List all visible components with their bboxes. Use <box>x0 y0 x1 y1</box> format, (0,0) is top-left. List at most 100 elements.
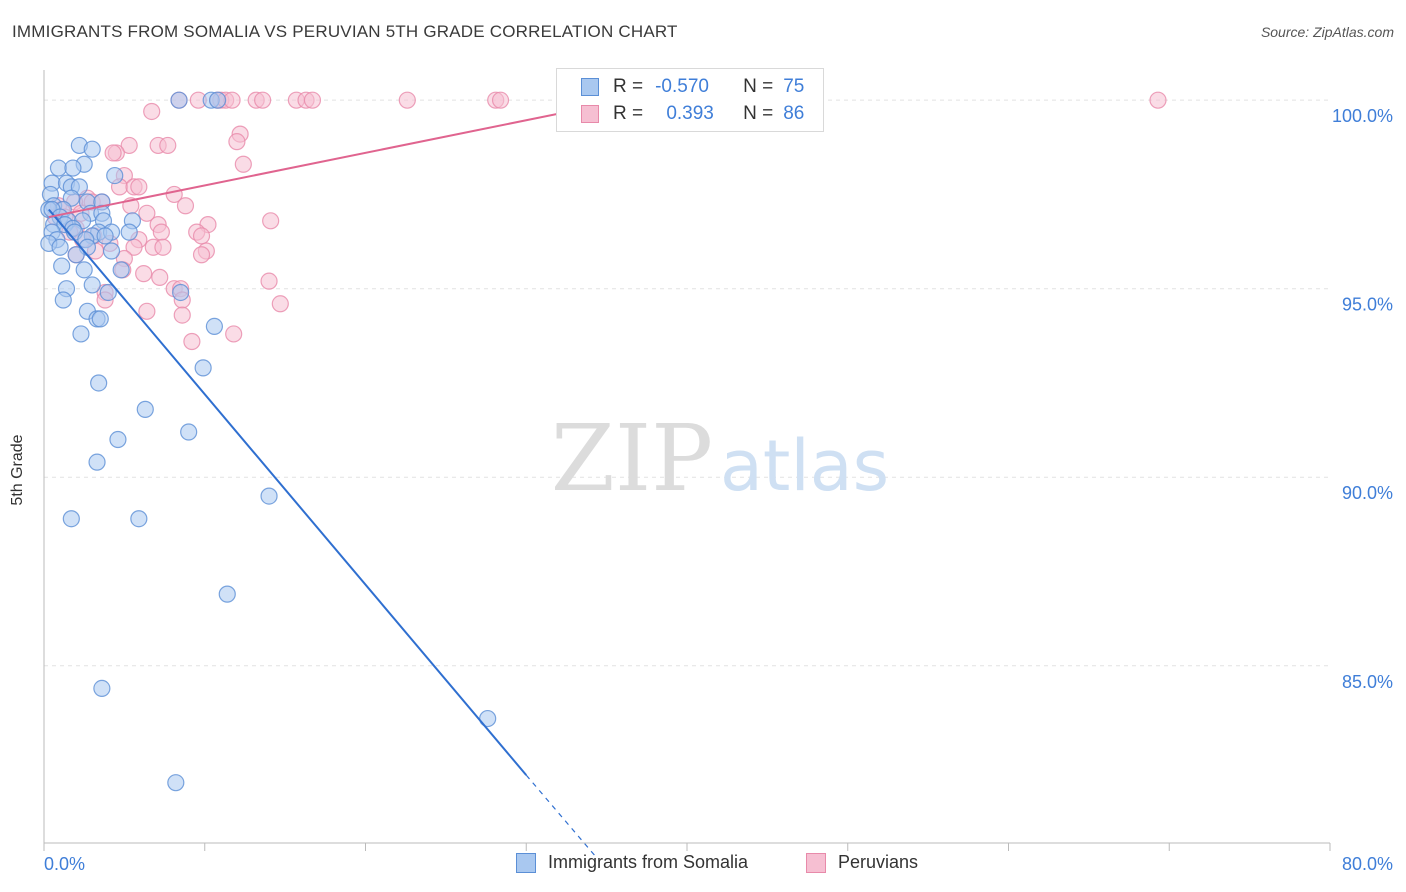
peruvians-point <box>192 227 211 245</box>
peruvians-point <box>223 91 241 109</box>
somalia-point <box>209 91 227 109</box>
legend-r-value: -0.570 <box>655 76 709 97</box>
peruvians-point <box>234 155 252 173</box>
somalia-point <box>53 257 71 275</box>
source-note: Source: ZipAtlas.com <box>1260 24 1394 40</box>
peruvians-point <box>254 91 272 109</box>
legend-n-label: N = <box>743 103 774 124</box>
peruvians-point <box>151 268 169 286</box>
somalia-point <box>172 283 190 302</box>
peruvians-trend-line <box>48 102 607 219</box>
somalia-point <box>180 423 198 441</box>
peruvians-point <box>303 91 322 109</box>
somalia-point <box>120 223 138 241</box>
x-tick-label: 80.0% <box>1342 854 1393 874</box>
series-legend: Immigrants from Somalia Peruvians <box>0 852 1406 876</box>
correlation-legend: R = -0.570 N = 75 R = 0.393 N = 86 <box>556 68 824 132</box>
somalia-point <box>218 585 236 603</box>
peruvians-point <box>173 306 191 324</box>
peruvians-point <box>262 212 280 230</box>
somalia-point <box>64 159 82 177</box>
somalia-point <box>130 510 148 528</box>
peruvians-point <box>130 178 148 196</box>
somalia-point <box>62 510 80 528</box>
somalia-point <box>72 325 90 343</box>
watermark-zip: ZIP <box>551 405 713 512</box>
peruvians-point <box>154 238 172 256</box>
legend-n-label: N = <box>743 76 774 97</box>
somalia-point <box>83 140 101 158</box>
peruvians-point <box>1149 91 1167 109</box>
peruvians-point <box>271 295 289 313</box>
y-tick-label: 85.0% <box>1342 672 1393 692</box>
somalia-point <box>112 261 130 279</box>
y-tick-label: 95.0% <box>1342 295 1393 315</box>
y-tick-label: 90.0% <box>1342 483 1393 503</box>
somalia-trend-extension <box>525 774 598 859</box>
legend-swatch-peruvians <box>581 105 599 123</box>
somalia-point <box>75 261 93 279</box>
peruvians-point <box>260 272 278 290</box>
somalia-point <box>170 91 188 109</box>
somalia-point <box>51 238 69 256</box>
y-tick-label: 100.0% <box>1332 106 1393 126</box>
somalia-point <box>99 283 117 302</box>
peruvians-point <box>192 246 211 264</box>
peruvians-point <box>491 91 510 109</box>
legend-r-label: R = <box>613 103 644 124</box>
legend-row-somalia: R = -0.570 N = 75 <box>581 75 804 99</box>
peruvians-point <box>135 265 153 283</box>
legend-label-somalia: Immigrants from Somalia <box>548 852 749 872</box>
legend-swatch-somalia <box>516 852 536 873</box>
peruvians-point <box>228 133 246 151</box>
peruvians-point <box>138 302 156 320</box>
peruvians-point <box>104 144 122 162</box>
peruvians-point <box>176 197 195 215</box>
legend-swatch-peruvians <box>806 852 826 873</box>
somalia-point <box>67 246 85 264</box>
peruvians-point <box>225 325 243 343</box>
watermark-atlas: atlas <box>720 425 889 507</box>
legend-label-peruvians: Peruvians <box>838 852 919 872</box>
somalia-point <box>260 487 278 505</box>
tick-labels: 100.0% 95.0% 90.0% 85.0% 0.0% 80.0% <box>44 106 1393 874</box>
somalia-point <box>136 400 154 418</box>
somalia-points <box>40 91 497 792</box>
somalia-point <box>167 774 185 792</box>
somalia-point <box>49 159 68 177</box>
somalia-point <box>88 453 106 471</box>
peruvians-point <box>159 136 177 155</box>
gridlines <box>44 99 1330 667</box>
peruvians-point <box>143 102 161 121</box>
peruvians-point <box>398 91 416 109</box>
peruvians-point <box>120 136 138 155</box>
somalia-point <box>194 359 212 377</box>
chart-title: IMMIGRANTS FROM SOMALIA VS PERUVIAN 5TH … <box>12 22 678 41</box>
somalia-point <box>93 679 111 698</box>
legend-n-value: 86 <box>783 103 805 124</box>
peruvians-point <box>138 204 156 222</box>
somalia-point <box>83 276 101 294</box>
somalia-point <box>54 291 72 309</box>
legend-swatch-somalia <box>581 78 599 96</box>
somalia-point <box>106 166 124 185</box>
x-tick-label: 0.0% <box>44 854 85 874</box>
legend-item-somalia: Immigrants from Somalia <box>516 852 748 873</box>
peruvians-point <box>183 332 201 351</box>
somalia-point <box>90 374 108 392</box>
peruvians-point <box>152 223 170 241</box>
somalia-point <box>91 310 109 328</box>
trend-lines <box>48 102 607 859</box>
somalia-point <box>109 430 127 449</box>
somalia-trend-line <box>48 208 528 776</box>
watermark: ZIP atlas <box>551 405 889 512</box>
somalia-point <box>96 227 114 245</box>
somalia-point <box>102 242 121 260</box>
legend-n-value: 75 <box>783 76 805 97</box>
legend-item-peruvians: Peruvians <box>806 852 918 873</box>
somalia-point <box>205 317 223 336</box>
legend-row-peruvians: R = 0.393 N = 86 <box>581 102 804 126</box>
legend-r-value: 0.393 <box>666 103 714 124</box>
legend-r-label: R = <box>613 76 644 97</box>
